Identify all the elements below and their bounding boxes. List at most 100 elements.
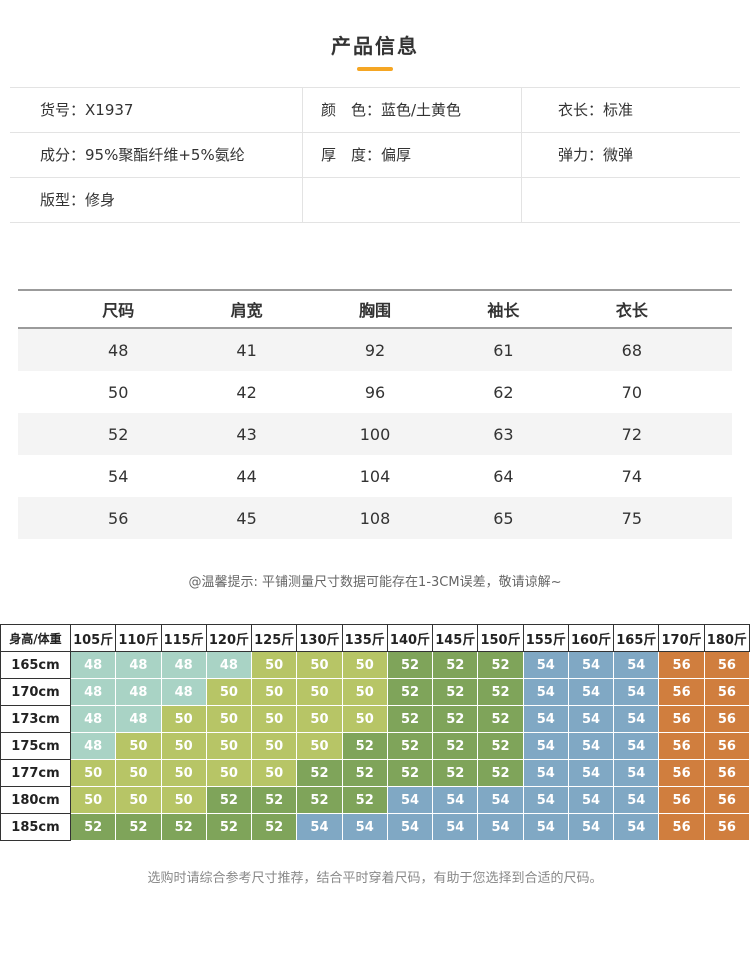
matrix-size-cell: 56 [703,732,750,760]
matrix-weight-header-cell: 135斤 [341,624,388,652]
size-table-cell: 45 [236,508,257,528]
matrix-size-cell: 52 [386,651,434,679]
matrix-weight-header-cell: 110斤 [115,624,162,652]
matrix-size-cell: 50 [205,759,253,787]
matrix-size-cell: 56 [703,759,750,787]
size-table-cell: 43 [236,424,257,444]
size-table-cell: 54 [108,466,129,486]
matrix-corner-cell: 身高/体重 [0,624,71,652]
matrix-size-cell: 50 [160,732,207,760]
matrix-size-cell: 54 [477,786,524,814]
matrix-size-cell: 48 [69,651,117,679]
size-table-cell: 74 [621,466,642,486]
info-cell [302,178,521,222]
matrix-size-cell: 52 [205,813,253,841]
matrix-row: 173cm 48 48 50 50 50 50 50 52 52 52 54 54 54 56 56 [0,705,750,733]
matrix-size-cell: 50 [160,705,207,733]
matrix-size-cell: 52 [160,813,207,841]
size-table-header-cell: 衣长 [615,301,648,320]
matrix-size-cell: 50 [160,759,207,787]
matrix-size-cell: 54 [432,813,479,841]
matrix-weight-header-cell: 130斤 [296,624,343,652]
matrix-size-cell: 48 [115,678,162,706]
matrix-size-cell: 56 [658,705,705,733]
size-table-row: 48 41 92 61 68 [18,329,732,371]
matrix-size-cell: 54 [522,678,569,706]
page-title: 产品信息 [331,34,419,58]
matrix-size-cell: 50 [69,786,117,814]
matrix-size-cell: 52 [386,732,434,760]
matrix-size-cell: 48 [69,732,117,760]
matrix-size-cell: 54 [522,759,569,787]
matrix-weight-header-cell: 155斤 [522,624,569,652]
matrix-weight-header-cell: 145斤 [432,624,479,652]
matrix-size-cell: 52 [477,705,524,733]
matrix-size-cell: 54 [567,759,615,787]
matrix-height-cell: 170cm [0,678,71,706]
matrix-size-cell: 56 [658,759,705,787]
matrix-size-cell: 50 [251,732,298,760]
matrix-size-cell: 56 [703,651,750,679]
size-measurements-table: 尺码 肩宽 胸围 袖长 衣长 48 41 92 61 68 50 42 96 62 70 52 43 100 63 7… [18,289,732,539]
size-table-header-cell: 肩宽 [230,301,263,320]
size-table-header-cell: 袖长 [487,301,520,320]
size-table-cell: 64 [493,466,514,486]
size-table-row: 50 42 96 62 70 [18,371,732,413]
matrix-size-cell: 56 [703,678,750,706]
matrix-size-cell: 50 [160,786,207,814]
size-table-row: 54 44 104 64 74 [18,455,732,497]
info-row: 货号：X1937 颜 色：蓝色/土黄色 衣长：标准 [10,88,740,133]
size-table-cell: 65 [493,508,514,528]
size-table-cell: 92 [364,340,386,360]
matrix-height-cell: 175cm [0,732,71,760]
size-table-cell: 75 [621,508,642,528]
info-cell: 版型：修身 [40,191,116,209]
matrix-size-cell: 50 [341,705,388,733]
matrix-size-cell: 54 [613,705,660,733]
size-table-cell: 44 [236,466,257,486]
matrix-height-cell: 173cm [0,705,71,733]
matrix-size-cell: 54 [567,786,615,814]
matrix-size-cell: 54 [613,732,660,760]
matrix-size-cell: 50 [251,705,298,733]
title-accent-bar [357,67,393,71]
size-table-cell: 48 [108,340,129,360]
matrix-height-cell: 185cm [0,813,71,841]
matrix-size-cell: 54 [567,732,615,760]
matrix-size-cell: 48 [160,678,207,706]
matrix-size-cell: 50 [251,678,298,706]
matrix-weight-header-cell: 160斤 [567,624,615,652]
matrix-row: 180cm 50 50 50 52 52 52 52 54 54 54 54 54 54 56 56 [0,786,750,814]
matrix-size-cell: 56 [703,705,750,733]
matrix-size-cell: 50 [251,651,298,679]
matrix-size-cell: 50 [115,786,162,814]
title-block: 产品信息 [0,0,750,71]
size-table-cell: 52 [108,424,129,444]
matrix-row: 170cm 48 48 48 50 50 50 50 52 52 52 54 54 54 56 56 [0,678,750,706]
matrix-row: 165cm 48 48 48 48 50 50 50 52 52 52 54 54 54 56 56 [0,651,750,679]
matrix-size-cell: 54 [522,705,569,733]
matrix-size-cell: 50 [69,759,117,787]
matrix-size-cell: 50 [115,759,162,787]
size-table-cell: 72 [621,424,642,444]
matrix-size-cell: 50 [341,678,388,706]
size-table-header-cell: 尺码 [102,301,135,320]
matrix-weight-header-cell: 150斤 [477,624,524,652]
selection-tip: 选购时请综合参考尺寸推荐，结合平时穿着尺码，有助于您选择到合适的尺码。 [147,871,603,886]
matrix-row: 185cm 52 52 52 52 52 54 54 54 54 54 54 54 54 56 56 [0,813,750,841]
matrix-size-cell: 50 [251,759,298,787]
matrix-weight-header-cell: 125斤 [251,624,298,652]
matrix-weight-header-cell: 140斤 [386,624,434,652]
matrix-size-cell: 52 [432,651,479,679]
matrix-weight-header-cell: 165斤 [613,624,660,652]
matrix-size-cell: 50 [341,651,388,679]
matrix-size-cell: 56 [658,732,705,760]
matrix-size-cell: 54 [567,705,615,733]
size-table-cell: 63 [493,424,514,444]
matrix-size-cell: 50 [115,732,162,760]
matrix-size-cell: 48 [115,651,162,679]
size-table-cell: 56 [108,508,129,528]
matrix-size-cell: 52 [386,759,434,787]
matrix-size-cell: 56 [658,813,705,841]
matrix-size-cell: 50 [296,732,343,760]
